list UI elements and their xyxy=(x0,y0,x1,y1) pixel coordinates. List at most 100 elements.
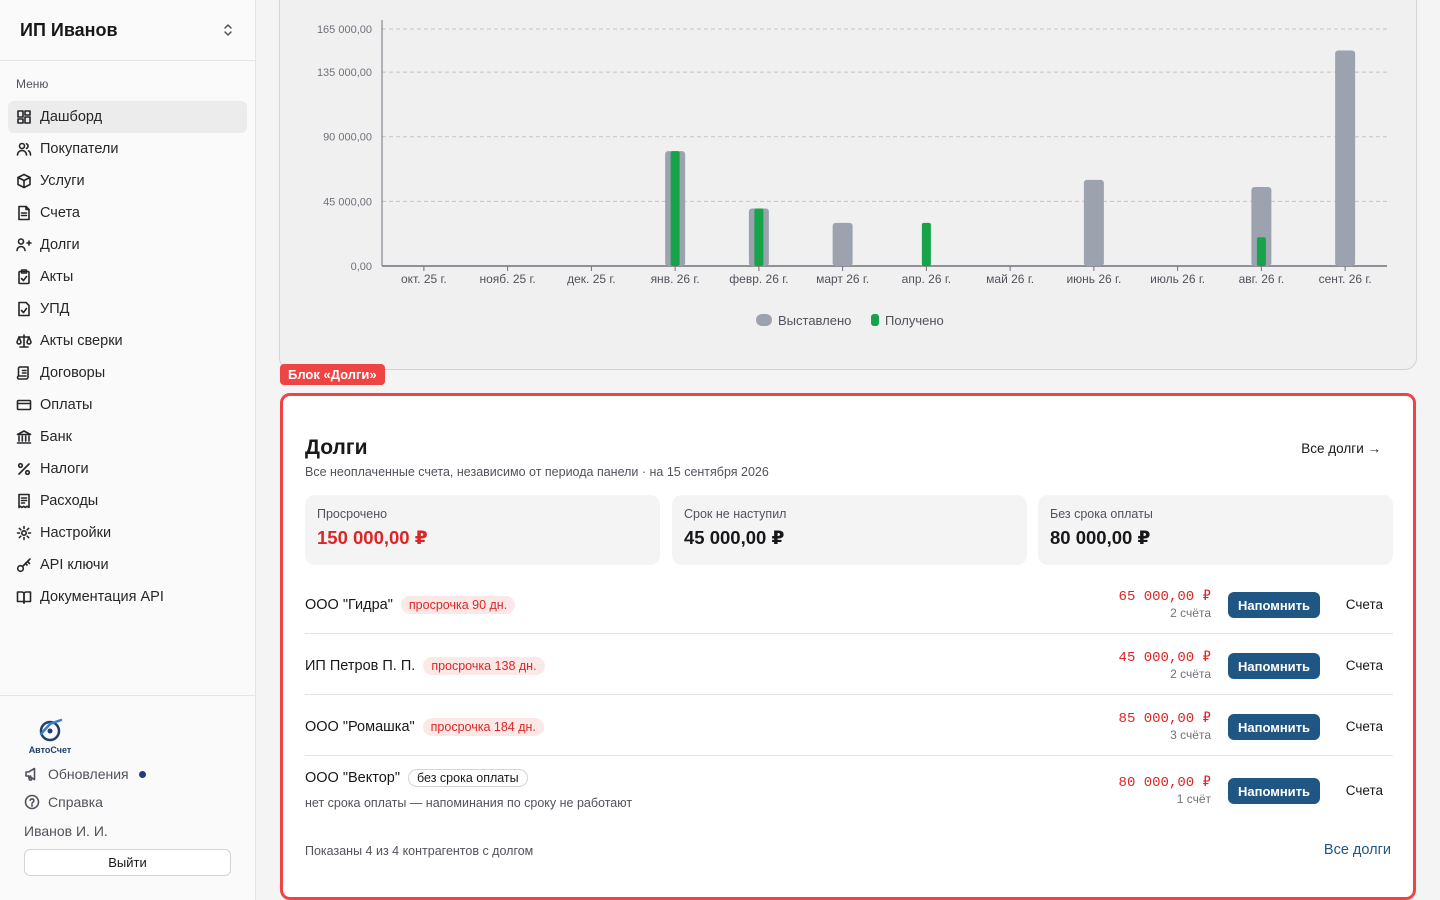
sidebar-item-label: Акты сверки xyxy=(40,333,123,349)
remind-button[interactable]: Напомнить xyxy=(1228,714,1320,740)
updates-link[interactable]: Обновления xyxy=(24,766,146,782)
logo[interactable]: АвтоСчет xyxy=(24,718,76,755)
sidebar-menu: Дашборд Покупатели Услуги Счета Долги Ак… xyxy=(8,101,247,613)
debt-amount: 65 000,00 ₽ xyxy=(1118,589,1211,605)
x-tick-label: нояб. 25 г. xyxy=(479,272,535,286)
logout-button[interactable]: Выйти xyxy=(24,849,231,876)
y-tick-label: 0,00 xyxy=(351,261,372,273)
x-tick-label: май 26 г. xyxy=(986,272,1034,286)
legend-swatch-received xyxy=(871,314,879,326)
sidebar-item-debts[interactable]: Долги xyxy=(8,229,247,261)
user-name: Иванов И. И. xyxy=(24,823,108,839)
sidebar-item-label: УПД xyxy=(40,301,70,317)
debtor-name[interactable]: ООО "Гидра" xyxy=(305,597,393,613)
receipt-icon xyxy=(16,493,32,509)
sidebar-item-contracts[interactable]: Договоры xyxy=(8,357,247,389)
clipboard-icon xyxy=(16,269,32,285)
sidebar-item-reconciliation[interactable]: Акты сверки xyxy=(8,325,247,357)
stat-value: 45 000,00 ₽ xyxy=(684,527,785,548)
invoices-link[interactable]: Счета xyxy=(1345,783,1383,798)
org-switcher[interactable]: ИП Иванов xyxy=(0,0,255,61)
invoice-count: 1 счёт xyxy=(1176,792,1211,806)
stat-overdue: Просрочено 150 000,00 ₽ xyxy=(305,495,660,565)
sidebar-item-label: Банк xyxy=(40,429,72,445)
sidebar-item-dashboard[interactable]: Дашборд xyxy=(8,101,247,133)
sidebar-item-api-docs[interactable]: Документация API xyxy=(8,581,247,613)
invoices-link[interactable]: Счета xyxy=(1345,719,1383,734)
debtor-row: ООО "Ромашка" просрочка 184 дн. 85 000,0… xyxy=(305,695,1393,756)
sidebar: ИП Иванов Меню Дашборд Покупатели Услуги… xyxy=(0,0,256,900)
invoices-link[interactable]: Счета xyxy=(1345,658,1383,673)
legend-label-received: Получено xyxy=(885,313,944,328)
sidebar-item-label: Долги xyxy=(40,237,80,253)
sidebar-item-upd[interactable]: УПД xyxy=(8,293,247,325)
invoices-link[interactable]: Счета xyxy=(1345,597,1383,612)
sidebar-item-api-keys[interactable]: API ключи xyxy=(8,549,247,581)
sidebar-item-label: Договоры xyxy=(40,365,106,381)
sidebar-item-settings[interactable]: Настройки xyxy=(8,517,247,549)
invoice-count: 3 счёта xyxy=(1170,728,1211,742)
sidebar-item-label: Документация API xyxy=(40,589,164,605)
debtors-list: ООО "Гидра" просрочка 90 дн. 65 000,00 ₽… xyxy=(305,573,1393,826)
x-tick-label: март 26 г. xyxy=(816,272,869,286)
all-debts-link-top[interactable]: Все долги → xyxy=(1301,441,1381,456)
y-tick-label: 165 000,00 xyxy=(317,24,372,36)
sidebar-item-bank[interactable]: Банк xyxy=(8,421,247,453)
bar-issued xyxy=(832,222,853,266)
x-tick-label: июнь 26 г. xyxy=(1066,272,1121,286)
overdue-badge: просрочка 138 дн. xyxy=(423,657,545,675)
document-icon xyxy=(16,205,32,221)
debts-title: Долги xyxy=(305,436,368,459)
sidebar-item-label: Дашборд xyxy=(40,109,103,125)
scroll-icon xyxy=(16,365,32,381)
bar-received xyxy=(921,222,931,266)
revenue-chart-card xyxy=(279,0,1417,370)
bar-received xyxy=(670,151,680,266)
y-tick-label: 45 000,00 xyxy=(323,196,372,208)
book-icon xyxy=(16,589,32,605)
stat-value: 150 000,00 ₽ xyxy=(317,527,428,548)
debts-subtitle: Все неоплаченные счета, независимо от пе… xyxy=(305,465,769,479)
credit-card-icon xyxy=(16,397,32,413)
debtor-row: ООО "Вектор" без срока оплаты нет срока … xyxy=(305,756,1393,826)
debtor-name[interactable]: ИП Петров П. П. xyxy=(305,658,416,674)
debtor-name[interactable]: ООО "Ромашка" xyxy=(305,719,415,735)
menu-label: Меню xyxy=(16,77,49,91)
x-tick-label: апр. 26 г. xyxy=(902,272,951,286)
bank-icon xyxy=(16,429,32,445)
debtor-name[interactable]: ООО "Вектор" xyxy=(305,770,401,786)
org-name: ИП Иванов xyxy=(20,19,118,40)
new-updates-dot xyxy=(138,770,146,778)
remind-button[interactable]: Напомнить xyxy=(1228,592,1320,618)
debts-block: Долги Все неоплаченные счета, независимо… xyxy=(280,393,1416,900)
shown-count-text: Показаны 4 из 4 контрагентов с долгом xyxy=(305,844,534,858)
sidebar-item-expenses[interactable]: Расходы xyxy=(8,485,247,517)
sidebar-item-services[interactable]: Услуги xyxy=(8,165,247,197)
megaphone-icon xyxy=(25,767,36,781)
invoice-count: 2 счёта xyxy=(1170,667,1211,681)
sidebar-item-payments[interactable]: Оплаты xyxy=(8,389,247,421)
remind-button[interactable]: Напомнить xyxy=(1228,778,1320,804)
sidebar-item-taxes[interactable]: Налоги xyxy=(8,453,247,485)
stat-label: Без срока оплаты xyxy=(1050,507,1153,521)
stat-label: Срок не наступил xyxy=(684,507,787,521)
remind-button[interactable]: Напомнить xyxy=(1228,653,1320,679)
debtor-note: нет срока оплаты — напоминания по сроку … xyxy=(305,796,633,810)
sidebar-item-customers[interactable]: Покупатели xyxy=(8,133,247,165)
debtor-row: ИП Петров П. П. просрочка 138 дн. 45 000… xyxy=(305,634,1393,695)
sidebar-item-label: Настройки xyxy=(40,525,112,541)
x-tick-label: дек. 25 г. xyxy=(567,272,616,286)
logo-mark-icon xyxy=(39,718,63,742)
legend-label-issued: Выставлено xyxy=(778,313,851,328)
debt-icon xyxy=(16,237,32,253)
sidebar-item-invoices[interactable]: Счета xyxy=(8,197,247,229)
chevrons-up-down-icon[interactable] xyxy=(221,21,235,39)
updates-label: Обновления xyxy=(48,766,129,782)
sidebar-item-label: Услуги xyxy=(40,173,85,189)
sidebar-item-acts[interactable]: Акты xyxy=(8,261,247,293)
percent-icon xyxy=(16,461,32,477)
debt-amount: 85 000,00 ₽ xyxy=(1118,711,1211,727)
all-debts-link-bottom[interactable]: Все долги xyxy=(1323,842,1391,858)
bar-issued xyxy=(1083,179,1104,266)
help-link[interactable]: Справка xyxy=(24,794,103,810)
